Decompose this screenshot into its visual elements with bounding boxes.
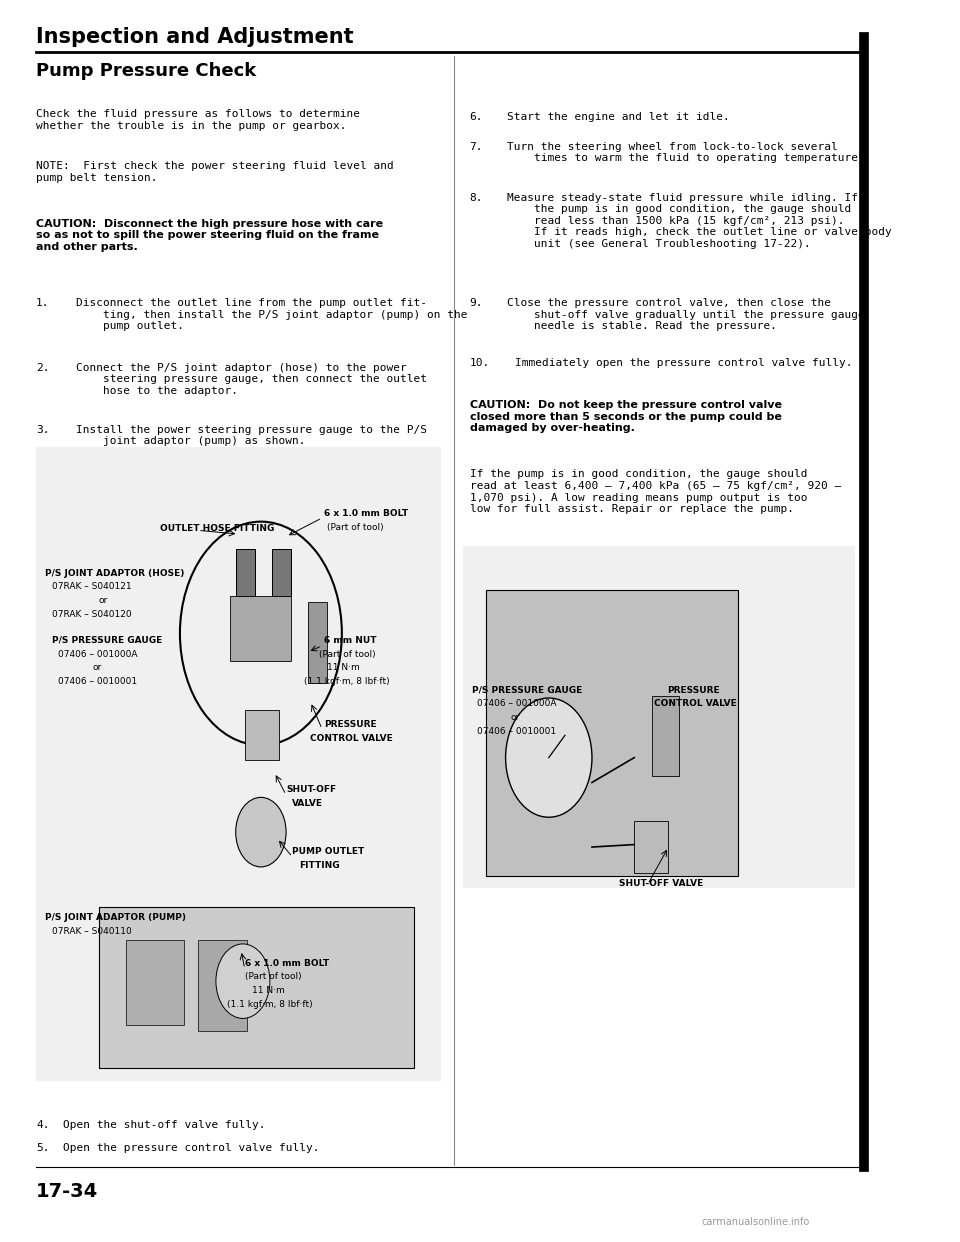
Bar <box>652 696 680 776</box>
Text: Connect the P/S joint adaptor (hose) to the power
    steering pressure gauge, t: Connect the P/S joint adaptor (hose) to … <box>77 363 427 396</box>
Text: Disconnect the outlet line from the pump outlet fit-
    ting, then install the : Disconnect the outlet line from the pump… <box>77 298 468 332</box>
Bar <box>36 447 441 1081</box>
Text: NOTE:  First check the power steering fluid level and
pump belt tension.: NOTE: First check the power steering flu… <box>36 161 394 183</box>
Text: 4.: 4. <box>36 1120 50 1130</box>
Text: Open the pressure control valve fully.: Open the pressure control valve fully. <box>63 1143 320 1153</box>
Text: SHUT-OFF: SHUT-OFF <box>286 785 336 794</box>
Text: 9.: 9. <box>469 298 483 308</box>
Bar <box>126 940 184 1025</box>
Text: 07RAK – S040121: 07RAK – S040121 <box>52 582 132 591</box>
Text: 3.: 3. <box>36 425 50 435</box>
Text: 11 N·m: 11 N·m <box>326 663 359 672</box>
Text: or: or <box>99 596 108 605</box>
Text: Open the shut-off valve fully.: Open the shut-off valve fully. <box>63 1120 266 1130</box>
Text: P/S PRESSURE GAUGE: P/S PRESSURE GAUGE <box>52 636 162 645</box>
Bar <box>464 546 854 888</box>
Text: 07406 – 0010001: 07406 – 0010001 <box>58 677 136 686</box>
Text: Start the engine and let it idle.: Start the engine and let it idle. <box>508 112 731 122</box>
Circle shape <box>216 944 270 1018</box>
Text: PRESSURE: PRESSURE <box>324 720 376 729</box>
Text: 07406 – 001000A: 07406 – 001000A <box>477 699 556 708</box>
Text: Check the fluid pressure as follows to determine
whether the trouble is in the p: Check the fluid pressure as follows to d… <box>36 109 360 130</box>
Text: OUTLET HOSE FITTING: OUTLET HOSE FITTING <box>160 524 275 533</box>
Text: 07406 – 001000A: 07406 – 001000A <box>58 650 137 658</box>
Text: CONTROL VALVE: CONTROL VALVE <box>654 699 736 708</box>
Circle shape <box>506 698 592 817</box>
Text: If the pump is in good condition, the gauge should
read at least 6,400 – 7,400 k: If the pump is in good condition, the ga… <box>469 469 841 514</box>
Text: 6 x 1.0 mm BOLT: 6 x 1.0 mm BOLT <box>245 959 329 968</box>
Bar <box>245 710 279 760</box>
Text: 6 mm NUT: 6 mm NUT <box>324 636 376 645</box>
Text: 6.: 6. <box>469 112 483 122</box>
Bar <box>198 940 248 1031</box>
Bar <box>230 596 292 661</box>
Circle shape <box>236 797 286 867</box>
Text: carmanualsonline.info: carmanualsonline.info <box>702 1217 810 1227</box>
Text: 2.: 2. <box>36 363 50 373</box>
Text: 07RAK – S040110: 07RAK – S040110 <box>52 927 132 935</box>
Text: (Part of tool): (Part of tool) <box>245 972 301 981</box>
Text: 7.: 7. <box>469 142 483 152</box>
Text: P/S PRESSURE GAUGE: P/S PRESSURE GAUGE <box>472 686 583 694</box>
Text: SHUT-OFF VALVE: SHUT-OFF VALVE <box>619 879 703 888</box>
Text: Close the pressure control valve, then close the
    shut-off valve gradually un: Close the pressure control valve, then c… <box>508 298 865 332</box>
Text: (1.1 kgf·m, 8 lbf·ft): (1.1 kgf·m, 8 lbf·ft) <box>227 1000 312 1009</box>
Bar <box>635 821 668 873</box>
Text: Turn the steering wheel from lock-to-lock several
    times to warm the fluid to: Turn the steering wheel from lock-to-loc… <box>508 142 865 163</box>
Text: 5.: 5. <box>36 1143 50 1153</box>
Text: P/S JOINT ADAPTOR (PUMP): P/S JOINT ADAPTOR (PUMP) <box>45 913 186 922</box>
Text: 07406 – 0010001: 07406 – 0010001 <box>477 727 556 735</box>
Text: (Part of tool): (Part of tool) <box>326 523 383 532</box>
Text: VALVE: VALVE <box>293 799 324 807</box>
Text: Pump Pressure Check: Pump Pressure Check <box>36 62 256 79</box>
Text: 07RAK – S040120: 07RAK – S040120 <box>52 610 132 619</box>
Text: Install the power steering pressure gauge to the P/S
    joint adaptor (pump) as: Install the power steering pressure gaug… <box>77 425 427 446</box>
Bar <box>236 549 255 596</box>
Text: 1.: 1. <box>36 298 50 308</box>
Text: (1.1 kgf·m, 8 lbf·ft): (1.1 kgf·m, 8 lbf·ft) <box>304 677 390 686</box>
Text: or: or <box>510 713 519 722</box>
Text: CAUTION:  Do not keep the pressure control valve
closed more than 5 seconds or t: CAUTION: Do not keep the pressure contro… <box>469 400 781 433</box>
Text: 8.: 8. <box>469 193 483 202</box>
Text: PRESSURE: PRESSURE <box>667 686 720 694</box>
Text: P/S JOINT ADAPTOR (HOSE): P/S JOINT ADAPTOR (HOSE) <box>45 569 184 578</box>
Text: Immediately open the pressure control valve fully.: Immediately open the pressure control va… <box>515 358 852 368</box>
Text: Inspection and Adjustment: Inspection and Adjustment <box>36 27 353 47</box>
Bar <box>272 549 292 596</box>
Text: CONTROL VALVE: CONTROL VALVE <box>310 734 394 743</box>
Text: PUMP OUTLET: PUMP OUTLET <box>293 847 365 856</box>
Text: 6 x 1.0 mm BOLT: 6 x 1.0 mm BOLT <box>324 509 408 518</box>
Bar <box>307 602 327 683</box>
Bar <box>99 907 414 1068</box>
Text: CAUTION:  Disconnect the high pressure hose with care
so as not to spill the pow: CAUTION: Disconnect the high pressure ho… <box>36 219 383 252</box>
Text: Measure steady-state fluid pressure while idling. If
    the pump is in good con: Measure steady-state fluid pressure whil… <box>508 193 892 248</box>
Text: 10.: 10. <box>469 358 490 368</box>
Text: (Part of tool): (Part of tool) <box>320 650 376 658</box>
Text: 17-34: 17-34 <box>36 1182 98 1201</box>
Text: FITTING: FITTING <box>299 861 339 869</box>
Bar <box>486 590 737 876</box>
Text: 11 N·m: 11 N·m <box>252 986 285 995</box>
Text: or: or <box>93 663 102 672</box>
